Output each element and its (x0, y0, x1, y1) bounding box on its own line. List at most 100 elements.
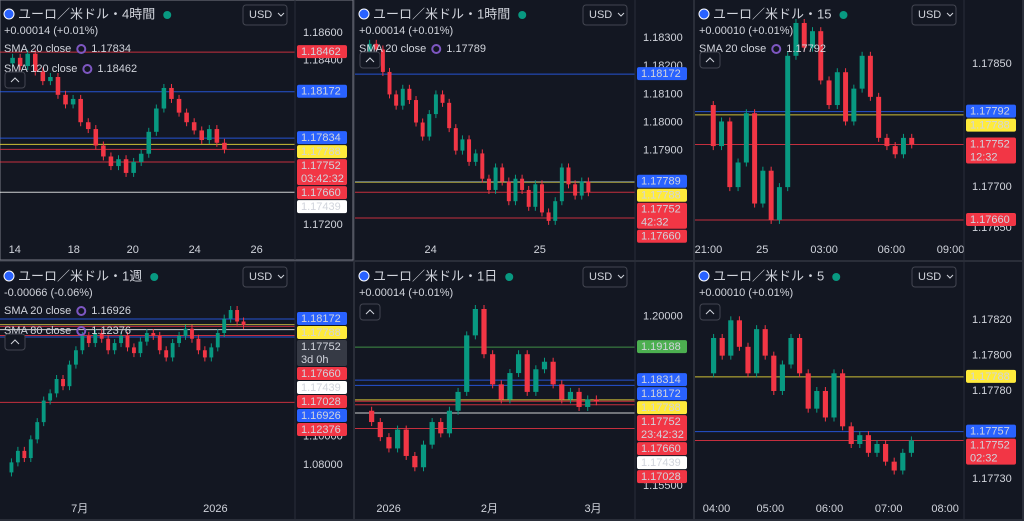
currency-button[interactable] (242, 4, 288, 26)
sma-icon (431, 44, 442, 54)
candle (472, 308, 478, 336)
sma-value: 1.12376 (91, 325, 131, 337)
x-tick-label: 09:00 (937, 244, 965, 256)
x-tick-label: 18 (68, 244, 80, 256)
price-label: 1.17660 (641, 443, 681, 455)
candle (593, 399, 599, 402)
candle (146, 131, 152, 154)
candle (857, 435, 863, 444)
price-label-box (637, 67, 687, 81)
y-tick-label: 1.17700 (972, 181, 1012, 193)
x-tick-label: 07:00 (875, 503, 903, 515)
candle (546, 212, 551, 221)
candle (15, 450, 20, 463)
price-label: 1.17789 (641, 176, 681, 188)
candle (727, 121, 733, 188)
price-change: -0.00066 (-0.06%) (4, 287, 93, 299)
y-tick-label: 1.18000 (643, 116, 683, 128)
candle (412, 455, 418, 468)
candle (507, 373, 513, 400)
panel (0, 0, 354, 261)
candle (719, 121, 725, 147)
candle (909, 137, 915, 145)
currency[interactable]: USD (918, 271, 941, 283)
candle (876, 96, 882, 138)
candle (407, 88, 412, 101)
price-label: 1.17752 (641, 204, 681, 216)
currency[interactable]: USD (589, 271, 612, 283)
candle (151, 333, 156, 336)
currency-button[interactable] (242, 266, 288, 288)
chart-title: ユーロ／米ドル・4時間 (18, 6, 155, 21)
collapse-button[interactable] (699, 303, 721, 321)
candle (54, 378, 59, 394)
price-label: 1.17757 (970, 426, 1010, 438)
candle (745, 346, 751, 374)
price-label-box (297, 367, 347, 381)
candle (99, 333, 104, 339)
price-label-box (966, 424, 1016, 438)
candle (735, 162, 741, 188)
price-label-box (297, 312, 347, 326)
currency-button[interactable] (911, 266, 957, 288)
candle (513, 178, 518, 202)
candle (138, 153, 144, 162)
candle (108, 156, 114, 167)
candle (467, 139, 472, 162)
candle (446, 410, 453, 434)
currency[interactable]: USD (589, 9, 612, 21)
collapse-button[interactable] (359, 303, 381, 321)
x-tick-label: 24 (189, 244, 201, 256)
collapse-button[interactable] (4, 333, 26, 351)
candle (112, 343, 117, 351)
x-tick-label: 2月 (481, 503, 498, 515)
candle (553, 201, 558, 221)
candle (490, 354, 496, 385)
candle (241, 321, 246, 326)
candle (22, 450, 27, 459)
currency[interactable]: USD (249, 9, 272, 21)
currency-button[interactable] (582, 4, 628, 26)
price-label-box (966, 137, 1016, 164)
collapse-button[interactable] (359, 51, 381, 69)
price-label-box (297, 381, 347, 395)
candle (539, 184, 544, 213)
candle (41, 400, 46, 423)
collapse-button[interactable] (699, 51, 721, 69)
currency[interactable]: USD (249, 271, 272, 283)
price-label-box (637, 387, 687, 401)
x-tick-label: 2026 (203, 503, 227, 515)
candle (55, 77, 61, 95)
price-label-box (637, 202, 687, 229)
currency-button[interactable] (582, 266, 628, 288)
candle (579, 181, 584, 196)
price-label: 1.17752 (970, 440, 1010, 452)
collapse-icon (365, 57, 375, 63)
x-tick-label: 06:00 (878, 244, 906, 256)
candle (154, 108, 159, 132)
currency[interactable]: USD (918, 9, 941, 21)
candle (144, 333, 149, 342)
candle (164, 350, 169, 358)
candle (78, 98, 83, 123)
chart-title: ユーロ／米ドル・1日 (373, 268, 497, 283)
price-label: 1.18172 (641, 388, 681, 400)
candle (520, 178, 525, 190)
candle (222, 318, 227, 334)
candle (106, 338, 111, 351)
collapse-button[interactable] (4, 71, 26, 89)
price-label: 1.17660 (970, 214, 1010, 226)
price-label-box (297, 200, 347, 214)
currency-button[interactable] (911, 4, 957, 26)
candle (524, 354, 530, 392)
candle (573, 184, 578, 196)
x-tick-label: 21:00 (695, 244, 723, 256)
y-tick-label: 1.17820 (972, 314, 1012, 326)
candle (61, 378, 65, 387)
candle (177, 335, 182, 344)
chevron (617, 274, 625, 279)
symbol-icon (358, 270, 370, 282)
price-change: +0.00010 (+0.01%) (699, 25, 793, 37)
candle (752, 113, 758, 204)
status-dot (839, 11, 848, 19)
